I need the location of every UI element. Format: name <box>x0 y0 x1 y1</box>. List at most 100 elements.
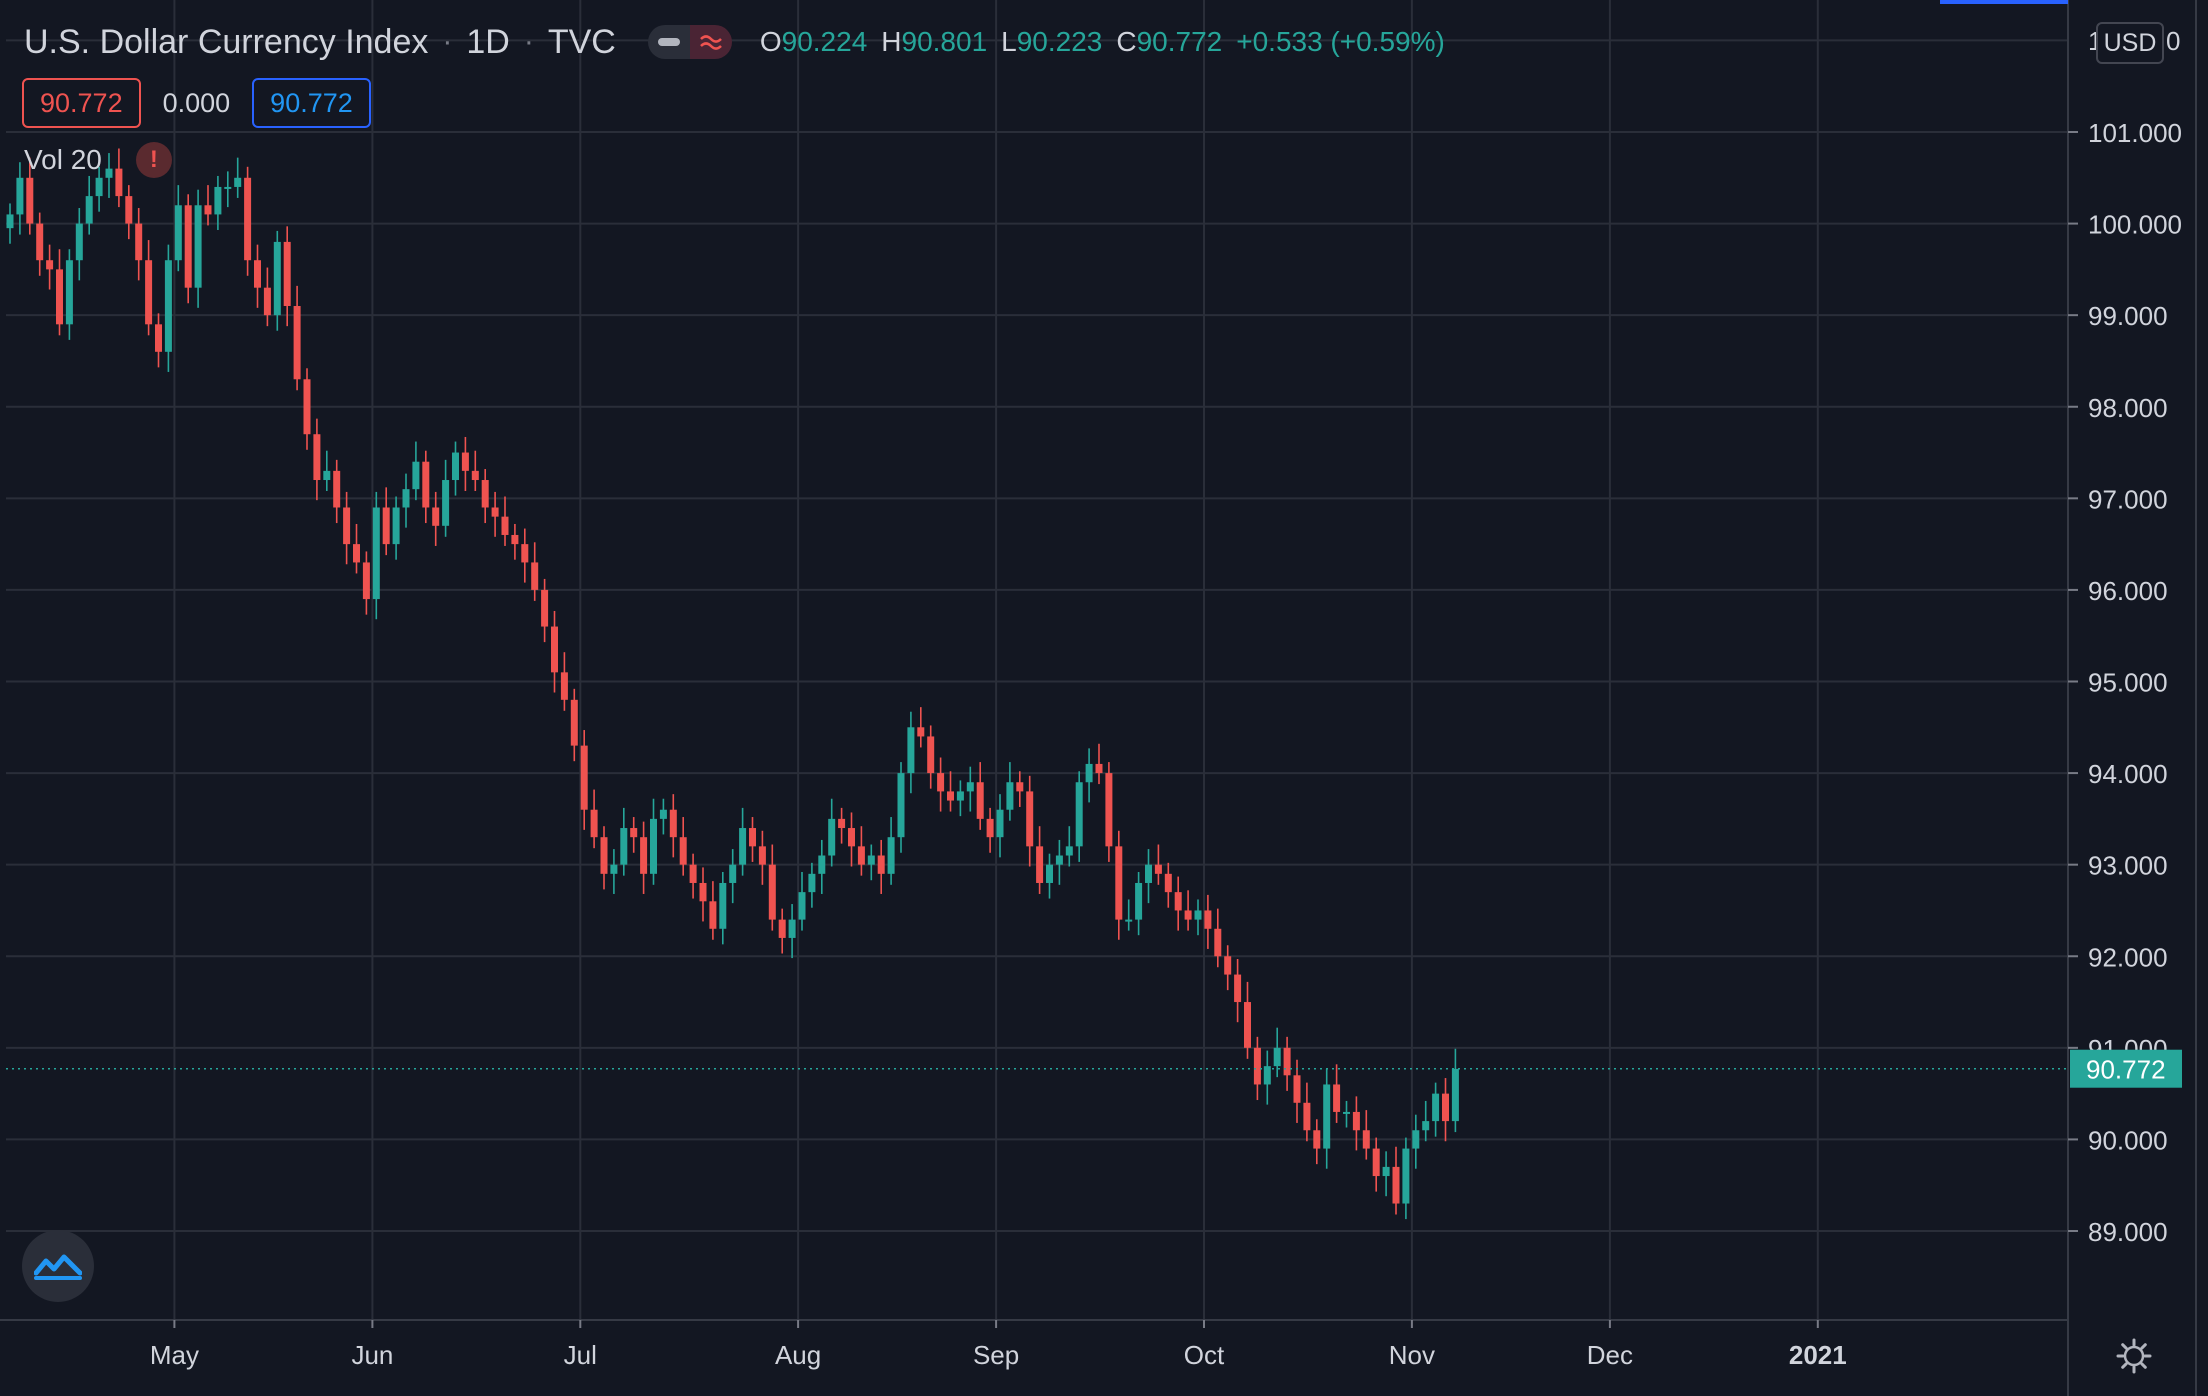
candle-body <box>1006 782 1014 810</box>
y-tick-label: 93.000 <box>2088 851 2168 881</box>
candle-body <box>145 260 153 325</box>
candle <box>867 844 875 881</box>
x-tick-label: Dec <box>1587 1340 1633 1370</box>
candle-body <box>551 626 558 673</box>
candle-body <box>1214 928 1222 957</box>
candle-body <box>75 223 83 261</box>
candle <box>402 473 410 528</box>
candle <box>184 194 192 304</box>
candle <box>996 794 1004 858</box>
x-tick-label: Aug <box>775 1340 821 1370</box>
candle <box>422 450 430 524</box>
candle <box>1283 1036 1291 1091</box>
candle-body <box>105 168 113 178</box>
candle <box>1382 1151 1390 1197</box>
candle <box>293 285 301 391</box>
x-tick-label: 2021 <box>1789 1340 1847 1370</box>
candle-body <box>491 507 499 517</box>
candle-body <box>828 818 836 856</box>
indicator-toggle[interactable] <box>647 25 732 59</box>
candle <box>1026 775 1034 867</box>
candle <box>719 871 727 945</box>
candle-body <box>1442 1093 1449 1122</box>
y-tick-label-top-cut-right: 0 <box>2166 26 2180 56</box>
candle <box>125 185 133 240</box>
candle <box>511 523 519 560</box>
candle <box>75 208 83 281</box>
candle <box>471 450 479 492</box>
x-tick-label: Sep <box>973 1340 1019 1370</box>
candle <box>927 725 935 789</box>
candle <box>1392 1146 1400 1215</box>
candle-body <box>95 177 103 197</box>
candle-body <box>521 544 529 563</box>
candle-body <box>1174 892 1182 911</box>
minus-icon[interactable] <box>647 25 690 59</box>
candle-body <box>659 809 667 819</box>
candle <box>1333 1064 1341 1123</box>
candle <box>531 542 539 601</box>
candle-body <box>135 223 143 261</box>
candle-body <box>1323 1084 1331 1149</box>
value-box-red[interactable]: 90.772 <box>22 78 141 128</box>
value-box-blue[interactable]: 90.772 <box>252 78 371 128</box>
candle <box>768 844 776 931</box>
candle <box>323 450 331 492</box>
candle <box>541 578 549 643</box>
candle <box>1194 899 1202 936</box>
tradingview-logo-icon[interactable] <box>22 1230 94 1302</box>
candle <box>1313 1119 1321 1165</box>
candle <box>1184 890 1192 931</box>
candle-body <box>739 828 747 865</box>
candle-body <box>6 214 14 229</box>
currency-button[interactable]: USD <box>2096 22 2164 64</box>
candle <box>630 817 638 853</box>
wave-icon[interactable] <box>689 25 732 59</box>
candle <box>1105 762 1113 862</box>
candle <box>778 908 786 954</box>
candle-body <box>214 186 222 215</box>
last-price-label: 90.772 <box>2070 1049 2182 1088</box>
candle-body <box>1234 974 1242 1003</box>
warning-icon[interactable]: ! <box>135 142 172 178</box>
x-tick-label: Oct <box>1184 1340 1225 1370</box>
candle-body <box>669 809 677 838</box>
candle-body <box>1036 846 1044 883</box>
candle <box>679 817 687 876</box>
candle <box>135 208 143 281</box>
symbol-title[interactable]: U.S. Dollar Currency Index <box>24 22 429 61</box>
candle <box>164 244 172 372</box>
y-tick-label: 99.000 <box>2088 301 2168 331</box>
y-tick-label: 98.000 <box>2088 393 2168 423</box>
candle <box>432 491 440 546</box>
candle <box>333 459 341 524</box>
candle-body <box>1412 1130 1420 1149</box>
candle <box>947 771 954 812</box>
change-value: +0.533 (+0.59%) <box>1236 26 1445 57</box>
candle <box>1036 826 1044 894</box>
candle-body <box>1194 910 1202 920</box>
candle <box>749 817 756 862</box>
candle <box>1303 1082 1311 1142</box>
candle-body <box>1283 1047 1291 1076</box>
candle <box>917 707 925 748</box>
interval-label[interactable]: 1D <box>466 22 510 61</box>
candle <box>1164 862 1172 908</box>
candle <box>244 166 252 276</box>
gear-icon[interactable] <box>2112 1334 2156 1378</box>
candle-body <box>1204 910 1212 929</box>
candle-body <box>877 855 885 874</box>
candle-body <box>867 855 875 865</box>
candle <box>303 368 311 450</box>
candle <box>1224 945 1232 991</box>
candle <box>669 794 677 858</box>
candle-body <box>293 306 301 380</box>
candle <box>937 757 945 812</box>
y-tick-label: 89.000 <box>2088 1217 2168 1247</box>
candle-body <box>461 452 469 471</box>
candle <box>1372 1137 1380 1192</box>
candle-body <box>1422 1121 1430 1131</box>
candle <box>966 766 974 812</box>
candle <box>16 162 24 235</box>
